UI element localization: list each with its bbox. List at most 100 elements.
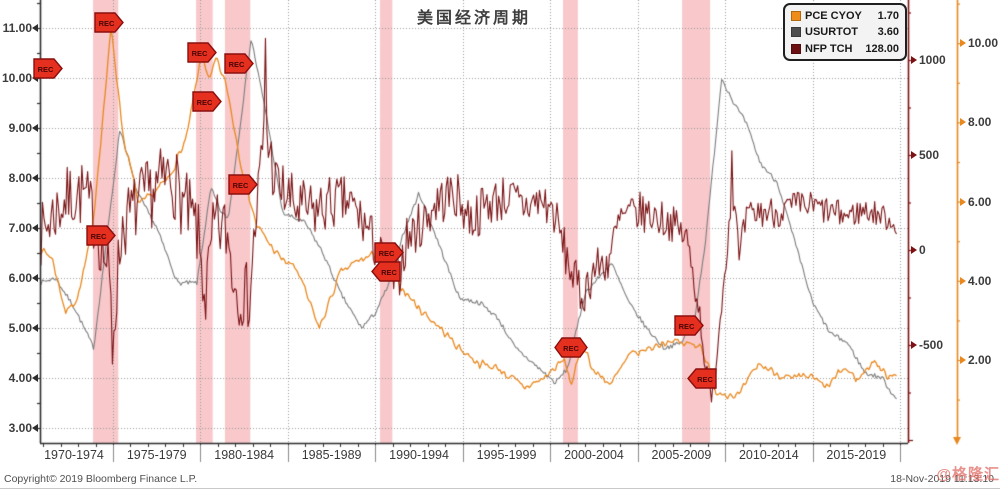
rec-marker: REC [687,367,717,389]
tick-text: 10.00 [1,71,32,85]
legend-value: 3.60 [877,26,899,39]
tick-arrow-icon [960,39,966,48]
left-axis-tick-label: 6.00 [0,271,38,285]
rec-badge-text: REC [197,97,213,106]
left-axis-tick-label: 4.00 [0,371,38,385]
rec-badge-shape [33,57,63,79]
pce-axis-tick-label: 4.00 [960,274,991,288]
rec-badge-shape [687,367,717,389]
pce-axis-tick-label: 10.00 [960,36,998,50]
tick-arrow-icon [32,324,38,332]
tick-text: 9.00 [8,121,32,135]
rec-badge-shape [374,241,404,263]
tick-text: 1000 [919,53,946,67]
tick-arrow-icon [960,118,966,127]
chart-title: 美国经济周期 [416,10,531,27]
x-axis-group-label: 1990-1994 [389,448,449,462]
tick-text: 2.00 [968,353,992,367]
x-axis-group-label: 2015-2019 [826,448,887,462]
tick-text: 3.00 [8,421,32,435]
x-axis-group-label: 1995-1999 [476,448,537,462]
tick-arrow-icon [32,274,38,282]
rec-badge-text: REC [697,374,713,383]
tick-arrow-icon [32,374,38,382]
tick-text: 4.00 [8,371,32,385]
legend-label: USURTOT [805,26,858,39]
rec-badge-shape [554,336,588,358]
x-axis-group-label: 2010-2014 [738,448,799,462]
tick-arrow-icon [911,341,917,349]
rec-marker: REC [224,52,254,74]
x-axis-group-label: 2000-2004 [564,448,624,462]
legend: PCE CYOY 1.70 USURTOT 3.60 NFP TCH 128.0… [783,3,907,61]
pce-axis-tick-label: 2.00 [960,353,991,367]
rec-marker: REC [86,224,116,246]
left-axis-tick-label: 3.00 [0,421,38,435]
unemployment-swatch-icon [791,27,801,38]
x-axis-group-label: 1970-1974 [44,448,104,462]
rec-badge-text: REC [379,248,395,257]
tick-arrow-icon [32,424,38,432]
rec-badge-shape [187,41,217,63]
rec-badge-shape [674,314,704,336]
rec-badge-text: REC [563,343,579,352]
rec-badge-shape [86,224,116,246]
rec-marker: REC [228,173,258,195]
tick-arrow-icon [32,224,38,232]
left-axis-tick-label: 8.00 [0,171,38,185]
pce-axis-tick-label: 8.00 [960,115,991,129]
rec-badge-text: REC [233,180,249,189]
tick-text: 500 [919,148,940,162]
left-axis-tick-label: 5.00 [0,321,38,335]
rec-badge-shape [94,11,124,33]
tick-text: 7.00 [8,221,32,235]
tick-arrow-icon [960,356,966,364]
rec-badge-text: REC [192,48,208,57]
rec-badge-text: REC [38,64,54,73]
legend-item-pce: PCE CYOY 1.70 [791,8,899,24]
legend-label: PCE CYOY [805,10,862,23]
x-axis-group-label: 2005-2009 [651,448,712,462]
tick-arrow-icon [960,197,966,206]
rec-marker: REC [33,57,63,79]
tick-text: 6.00 [8,271,32,285]
legend-item-nfp: NFP TCH 128.00 [791,41,899,57]
tick-arrow-icon [32,24,38,32]
rec-marker: REC [187,41,217,63]
rec-badge-shape [228,173,258,195]
tick-arrow-icon [911,246,917,254]
legend-item-usurtot: USURTOT 3.60 [791,24,899,40]
x-axis-group-label: 1975-1979 [126,448,187,462]
tick-text: 5.00 [8,321,32,335]
nfp-axis-tick-label: 0 [911,243,926,257]
rec-badge-text: REC [679,321,695,330]
rec-marker: REC [374,241,404,263]
tick-text: 8.00 [8,171,32,185]
rec-marker: REC [192,90,222,112]
tick-arrow-icon [960,276,966,285]
tick-text: -500 [919,338,944,352]
rec-badge-text: REC [99,18,115,27]
legend-value: 128.00 [865,42,899,55]
legend-label: NFP TCH [805,42,853,55]
nfp-axis-tick-label: 500 [911,148,939,162]
tick-text: 4.00 [968,273,992,288]
rec-badge-shape [371,260,401,282]
rec-badge-text: REC [229,59,245,68]
tick-arrow-icon [911,56,917,64]
nfp-swatch-icon [791,43,801,54]
rec-badge-text: REC [91,231,107,240]
pce-axis-tick-label: 6.00 [960,195,991,209]
tick-text: 8.00 [968,115,992,130]
nfp-axis-tick-label: 1000 [911,53,946,67]
timestamp-text: 18-Nov-2019 11:13:10 [890,473,994,485]
rec-marker: REC [674,314,704,336]
nfp-axis-tick-label: -500 [911,338,943,352]
tick-text: 6.00 [968,194,992,209]
left-axis-tick-label: 9.00 [0,121,38,135]
rec-marker: REC [94,11,124,33]
rec-marker: REC [554,336,588,358]
tick-text: 10.00 [968,36,999,51]
